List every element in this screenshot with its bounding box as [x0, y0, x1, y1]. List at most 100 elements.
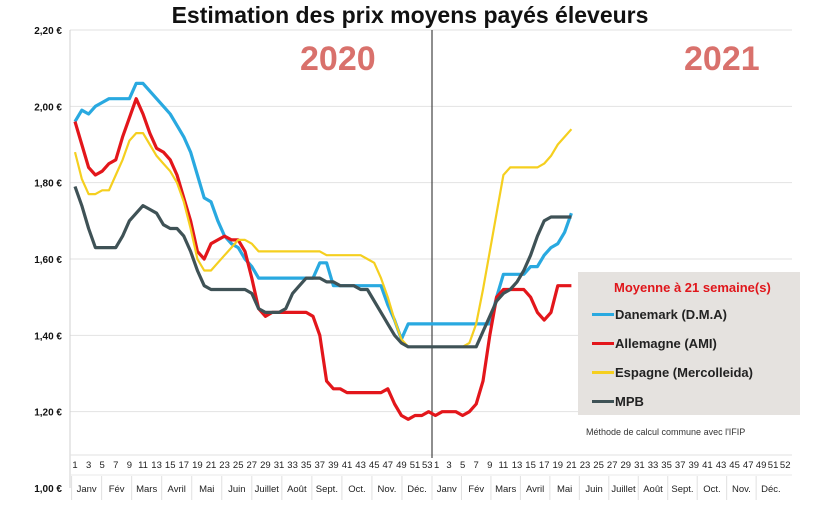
legend-label: Allemagne (AMI) — [615, 336, 717, 351]
year-label-2020: 2020 — [300, 40, 376, 78]
x-tick-label: 33 — [287, 460, 298, 471]
x-tick-label: 3 — [446, 460, 451, 471]
x-month-label: Juin — [228, 484, 245, 495]
x-tick-label: 49 — [756, 460, 767, 471]
x-tick-label: 41 — [702, 460, 713, 471]
x-tick-label: 9 — [127, 460, 132, 471]
x-tick-label: 21 — [206, 460, 217, 471]
x-month-label: Sept. — [671, 484, 693, 495]
x-tick-label: 52 — [780, 460, 791, 471]
x-tick-label: 17 — [539, 460, 550, 471]
legend-label: Danemark (D.M.A) — [615, 307, 727, 322]
x-tick-label: 9 — [487, 460, 492, 471]
x-tick-label: 19 — [192, 460, 203, 471]
x-tick-label: 29 — [621, 460, 632, 471]
x-month-label: Avril — [526, 484, 544, 495]
x-month-label: Déc. — [407, 484, 427, 495]
y-tick-label: 1,20 € — [34, 408, 62, 419]
x-tick-label: 7 — [474, 460, 479, 471]
x-month-label: Août — [287, 484, 307, 495]
x-tick-label: 29 — [260, 460, 271, 471]
x-tick-label: 35 — [661, 460, 672, 471]
legend-swatch — [592, 371, 614, 374]
series-line-allemagne — [73, 97, 572, 421]
legend-item-danemark: Danemark (D.M.A) — [592, 307, 727, 322]
x-month-label: Mai — [557, 484, 572, 495]
x-tick-label: 37 — [315, 460, 326, 471]
series-line-espagne — [73, 128, 573, 348]
x-tick-label: 45 — [729, 460, 740, 471]
x-tick-label: 11 — [498, 460, 508, 471]
x-tick-label: 47 — [383, 460, 394, 471]
x-tick-label: 45 — [369, 460, 380, 471]
x-tick-label: 17 — [179, 460, 190, 471]
y-tick-label: 2,00 € — [34, 102, 62, 113]
x-tick-label: 39 — [689, 460, 700, 471]
x-month-label: Nov. — [378, 484, 397, 495]
x-tick-label: 1 — [434, 460, 439, 471]
legend-label: MPB — [615, 394, 644, 409]
x-month-label: Juin — [585, 484, 602, 495]
x-month-label: Fév — [109, 484, 125, 495]
x-tick-label: 33 — [648, 460, 659, 471]
x-tick-label: 43 — [716, 460, 727, 471]
legend-swatch — [592, 400, 614, 403]
legend-label: Espagne (Mercolleida) — [615, 365, 753, 380]
y-tick-label: 1,40 € — [34, 331, 62, 342]
x-month-label: Déc. — [761, 484, 781, 495]
x-tick-label: 39 — [328, 460, 339, 471]
x-month-label: Nov. — [732, 484, 751, 495]
y-tick-label: 2,20 € — [34, 26, 62, 37]
series-line-mpb — [73, 185, 572, 349]
legend-title: Moyenne à 21 semaine(s) — [614, 280, 771, 295]
legend: Moyenne à 21 semaine(s) Danemark (D.M.A)… — [578, 272, 800, 415]
x-tick-label: 15 — [165, 460, 176, 471]
x-tick-label: 51 — [768, 460, 779, 471]
x-month-label: Avril — [168, 484, 186, 495]
x-month-label: Oct. — [703, 484, 720, 495]
x-tick-label: 51 — [410, 460, 421, 471]
x-tick-label: 47 — [743, 460, 754, 471]
x-tick-label: 5 — [460, 460, 465, 471]
x-tick-label: 31 — [274, 460, 285, 471]
x-tick-label: 25 — [593, 460, 604, 471]
legend-item-espagne: Espagne (Mercolleida) — [592, 365, 753, 380]
x-tick-label: 35 — [301, 460, 312, 471]
x-tick-label: 21 — [566, 460, 577, 471]
x-tick-label: 13 — [512, 460, 523, 471]
legend-item-mpb: MPB — [592, 394, 644, 409]
x-month-label: Oct. — [348, 484, 365, 495]
x-tick-label: 1 — [72, 460, 77, 471]
x-tick-label: 41 — [342, 460, 353, 471]
x-month-label: Juillet — [255, 484, 280, 495]
x-month-label: Mars — [136, 484, 157, 495]
x-tick-label: 27 — [247, 460, 258, 471]
x-tick-label: 13 — [151, 460, 162, 471]
legend-item-allemagne: Allemagne (AMI) — [592, 336, 717, 351]
x-month-label: Juillet — [611, 484, 636, 495]
chart-title: Estimation des prix moyens payés éleveur… — [171, 2, 649, 28]
x-tick-label: 19 — [553, 460, 564, 471]
x-month-label: Janv — [77, 484, 97, 495]
x-tick-label: 27 — [607, 460, 618, 471]
x-tick-label: 5 — [100, 460, 105, 471]
y-tick-label: 1,00 € — [34, 484, 62, 495]
method-note: Méthode de calcul commune avec l'IFIP — [586, 427, 746, 437]
x-tick-label: 7 — [113, 460, 118, 471]
x-tick-label: 31 — [634, 460, 645, 471]
x-tick-label: 43 — [355, 460, 366, 471]
x-month-label: Août — [643, 484, 663, 495]
x-tick-label: 15 — [525, 460, 536, 471]
x-tick-label: 11 — [138, 460, 148, 471]
y-tick-label: 1,80 € — [34, 179, 62, 190]
legend-swatch — [592, 313, 614, 316]
x-tick-label: 3 — [86, 460, 91, 471]
x-tick-label: 53 — [422, 460, 433, 471]
series-line-danemark — [73, 81, 573, 341]
x-tick-label: 37 — [675, 460, 686, 471]
y-tick-label: 1,60 € — [34, 255, 62, 266]
x-month-label: Mars — [495, 484, 516, 495]
x-tick-label: 25 — [233, 460, 244, 471]
